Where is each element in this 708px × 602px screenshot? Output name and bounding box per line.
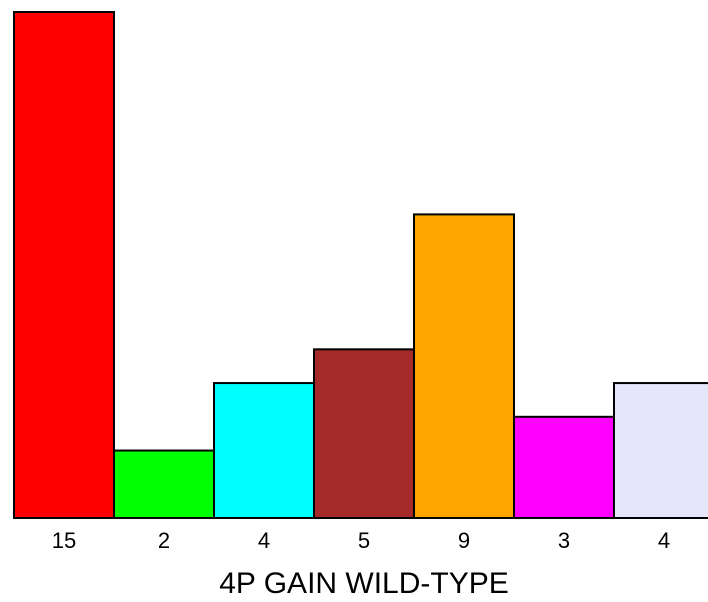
bar-7	[613, 382, 708, 520]
x-tick-label-3: 4	[258, 528, 270, 553]
bar-5	[413, 213, 515, 519]
x-tick-label-4: 5	[358, 528, 370, 553]
x-tick-label-1: 15	[52, 528, 76, 553]
bar-6	[513, 415, 615, 519]
tick-labels-group: 15 2 4 5 9 3 4	[52, 528, 670, 553]
x-axis-title: 4P GAIN WILD-TYPE	[219, 567, 509, 600]
bar-1	[13, 11, 115, 519]
bars-group	[13, 11, 708, 520]
bar-2	[113, 449, 215, 519]
x-tick-label-6: 3	[558, 528, 570, 553]
bar-3	[213, 382, 315, 520]
x-tick-label-7: 4	[658, 528, 670, 553]
bar-4	[313, 348, 415, 520]
x-tick-label-2: 2	[158, 528, 170, 553]
x-tick-label-5: 9	[458, 528, 470, 553]
